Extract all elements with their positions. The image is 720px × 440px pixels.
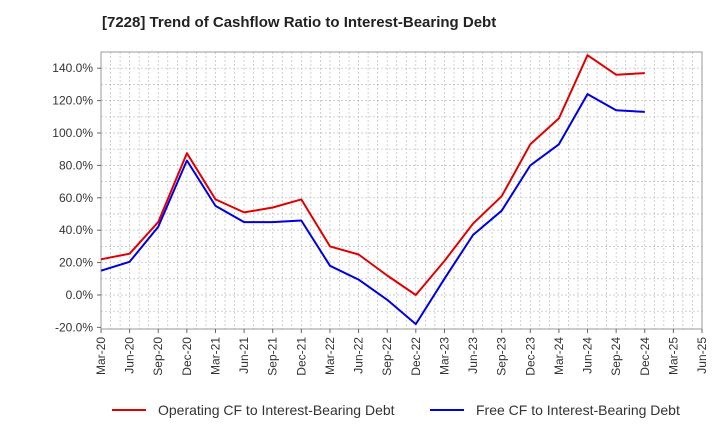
x-tick-label: Dec-21 <box>294 337 308 376</box>
legend-item-free-cf: Free CF to Interest-Bearing Debt <box>430 402 680 418</box>
x-tick-label: Dec-20 <box>180 337 194 376</box>
legend-swatch-free-cf <box>430 409 464 411</box>
legend: Operating CF to Interest-Bearing Debt Fr… <box>0 402 720 426</box>
gridlines <box>101 52 702 329</box>
legend-item-operating-cf: Operating CF to Interest-Bearing Debt <box>112 402 395 418</box>
x-tick-label: Sep-21 <box>266 337 280 376</box>
x-tick-label: Mar-25 <box>666 337 680 375</box>
x-tick-label: Sep-24 <box>609 337 623 376</box>
x-tick-label: Dec-22 <box>409 337 423 376</box>
x-tick-label: Jun-25 <box>695 337 709 374</box>
x-tick-label: Jun-22 <box>352 337 366 374</box>
y-tick-label: 140.0% <box>52 61 93 75</box>
legend-label-operating-cf: Operating CF to Interest-Bearing Debt <box>158 402 395 418</box>
legend-label-free-cf: Free CF to Interest-Bearing Debt <box>476 402 680 418</box>
line-chart: -20.0% 0.0% 20.0% 40.0% 60.0% 80.0% 100.0% 120.… <box>52 51 709 376</box>
x-tick-label: Mar-22 <box>323 337 337 375</box>
chart-title: [7228] Trend of Cashflow Ratio to Intere… <box>102 14 497 31</box>
x-tick-label: Mar-24 <box>552 337 566 375</box>
axes: -20.0% 0.0% 20.0% 40.0% 60.0% 80.0% 100.0% 120.… <box>52 61 709 376</box>
x-tick-label: Mar-23 <box>437 337 451 375</box>
x-tick-label: Jun-20 <box>123 337 137 374</box>
y-tick-label: 20.0% <box>59 256 93 270</box>
x-tick-label: Dec-23 <box>523 337 537 376</box>
y-tick-label: 0.0% <box>66 288 94 302</box>
x-tick-label: Mar-21 <box>208 337 222 375</box>
y-tick-label: 80.0% <box>59 158 93 172</box>
y-tick-label: -20.0% <box>55 320 93 334</box>
x-tick-label: Jun-24 <box>581 337 595 374</box>
x-tick-label: Jun-23 <box>466 337 480 374</box>
x-tick-label: Jun-21 <box>237 337 251 374</box>
series-line-operating-cf <box>100 54 645 296</box>
legend-swatch-operating-cf <box>112 409 146 411</box>
series-lines <box>100 54 645 326</box>
y-tick-label: 60.0% <box>59 191 93 205</box>
x-tick-label: Mar-20 <box>94 337 108 375</box>
y-tick-label: 40.0% <box>59 223 93 237</box>
x-tick-label: Sep-20 <box>151 337 165 376</box>
plot-area <box>100 51 703 330</box>
series-line-free-cf <box>100 93 645 326</box>
y-tick-label: 100.0% <box>52 126 93 140</box>
x-tick-label: Dec-24 <box>638 337 652 376</box>
x-tick-label: Sep-22 <box>380 337 394 376</box>
y-tick-label: 120.0% <box>52 94 93 108</box>
x-tick-label: Sep-23 <box>495 337 509 376</box>
